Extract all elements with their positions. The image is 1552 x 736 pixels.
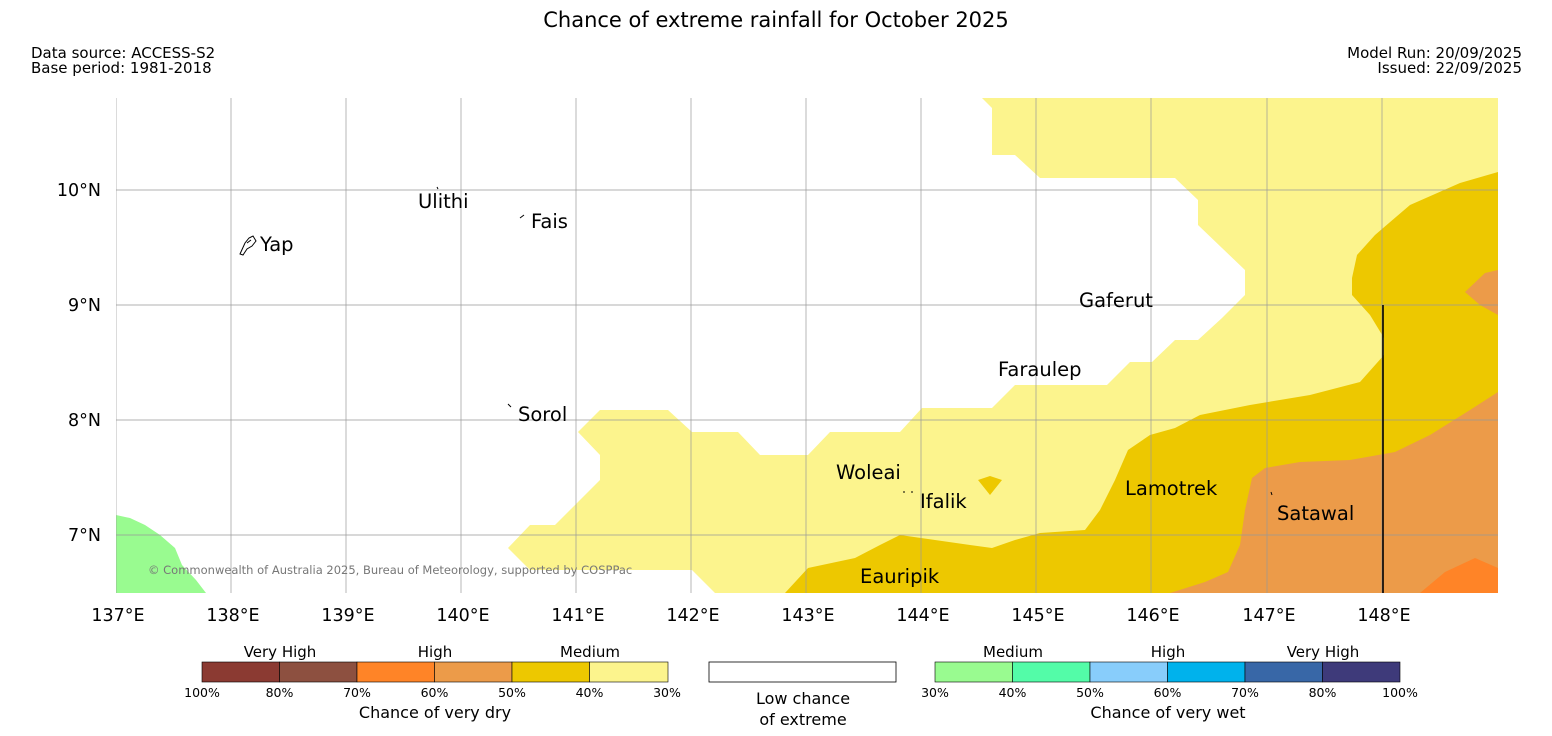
- dry-color-swatch-3: [356, 661, 435, 683]
- dry-color-swatch-4: [434, 661, 513, 683]
- place-label-ifalik: Ifalik: [920, 490, 967, 513]
- lon-label-143: 143°E: [781, 606, 834, 626]
- sorol-island-marker: [507, 403, 512, 408]
- lon-label-148: 148°E: [1357, 606, 1410, 626]
- dry-tick-100: 100%: [184, 685, 220, 700]
- place-label-eauripik: Eauripik: [860, 565, 940, 588]
- lon-label-146: 146°E: [1126, 606, 1179, 626]
- wet-tick-30: 30%: [921, 685, 949, 700]
- legend-wet: Medium High Very High 30% 40% 50% 60% 70…: [921, 643, 1418, 722]
- dry-tick-30: 30%: [653, 685, 681, 700]
- dry-tick-70: 70%: [343, 685, 371, 700]
- lon-label-144: 144°E: [896, 606, 949, 626]
- latitude-labels: 10°N 9°N 8°N 7°N: [57, 181, 101, 546]
- dry-color-swatch-1: [201, 661, 280, 683]
- place-label-sorol: Sorol: [518, 403, 567, 426]
- lat-label-7n: 7°N: [68, 526, 101, 546]
- run-info: Model Run: 20/09/2025 Issued: 22/09/2025: [1347, 46, 1522, 76]
- dry-tick-80: 80%: [266, 685, 294, 700]
- dry-category-very-high: Very High: [244, 643, 317, 661]
- lon-label-145: 145°E: [1011, 606, 1064, 626]
- map-title: Chance of extreme rainfall for October 2…: [543, 8, 1009, 32]
- wet-tick-70: 70%: [1231, 685, 1259, 700]
- dry-color-swatch-2: [279, 661, 358, 683]
- satawal-island-marker: [1270, 491, 1273, 496]
- wet-color-swatch-3: [1089, 661, 1168, 683]
- region-medium-wet: [116, 515, 206, 593]
- dry-tick-50: 50%: [498, 685, 526, 700]
- dry-category-high: High: [418, 643, 452, 661]
- lat-label-10n: 10°N: [57, 181, 101, 201]
- wet-tick-40: 40%: [999, 685, 1027, 700]
- lon-label-138: 138°E: [206, 606, 259, 626]
- dry-category-medium: Medium: [560, 643, 620, 661]
- base-period: Base period: 1981-2018: [31, 59, 212, 77]
- wet-tick-100: 100%: [1382, 685, 1418, 700]
- lat-label-9n: 9°N: [68, 296, 101, 316]
- region-darkorange-dry: [1420, 558, 1498, 593]
- longitude-labels: 137°E 138°E 139°E 140°E 141°E 142°E 143°…: [91, 606, 1410, 626]
- low-chance-swatch: [708, 661, 897, 683]
- place-label-faraulep: Faraulep: [998, 358, 1082, 381]
- dry-tick-60: 60%: [421, 685, 449, 700]
- source-info: Data source: ACCESS-S2 Base period: 1981…: [31, 46, 215, 76]
- region-orange-dry-patch: [1465, 270, 1498, 315]
- legend-dry: Very High High Medium 100% 80% 70% 60% 5…: [184, 643, 681, 722]
- place-label-gaferut: Gaferut: [1079, 289, 1153, 312]
- low-chance-line1: Low chance: [756, 689, 850, 708]
- wet-category-very-high: Very High: [1287, 643, 1360, 661]
- lat-label-8n: 8°N: [68, 411, 101, 431]
- lon-label-140: 140°E: [436, 606, 489, 626]
- lon-label-137: 137°E: [91, 606, 144, 626]
- wet-color-swatch-1: [934, 661, 1013, 683]
- lon-label-139: 139°E: [321, 606, 374, 626]
- model-run: Model Run: 20/09/2025: [1347, 44, 1522, 62]
- place-label-woleai: Woleai: [836, 461, 901, 484]
- dry-color-swatch-5: [511, 661, 590, 683]
- dry-tick-40: 40%: [576, 685, 604, 700]
- wet-tick-80: 80%: [1309, 685, 1337, 700]
- data-source: Data source: ACCESS-S2: [31, 44, 216, 62]
- region-orange-dry: [1170, 392, 1498, 593]
- lon-label-147: 147°E: [1242, 606, 1295, 626]
- island-markers: [239, 186, 1273, 496]
- ulithi-island-marker: [436, 186, 439, 190]
- wet-tick-50: 50%: [1076, 685, 1104, 700]
- grid-lines: [116, 98, 1498, 593]
- place-label-fais: Fais: [531, 210, 568, 233]
- map-area: © Commonwealth of Australia 2025, Bureau…: [116, 98, 1498, 593]
- issued-date: Issued: 22/09/2025: [1377, 59, 1522, 77]
- wet-category-medium: Medium: [983, 643, 1043, 661]
- dry-legend-label: Chance of very dry: [359, 703, 511, 722]
- wet-color-swatch-6: [1322, 661, 1401, 683]
- dry-color-swatch-6: [589, 661, 669, 683]
- place-labels: Yap Ulithi Fais Sorol Gaferut Faraulep W…: [259, 190, 1354, 588]
- lon-label-141: 141°E: [551, 606, 604, 626]
- place-label-satawal: Satawal: [1277, 502, 1354, 525]
- lon-label-142: 142°E: [666, 606, 719, 626]
- place-label-ulithi: Ulithi: [418, 190, 469, 213]
- wet-category-high: High: [1151, 643, 1185, 661]
- legend-low-chance: Low chance of extreme: [708, 661, 897, 729]
- fais-island-marker: [519, 214, 525, 219]
- place-label-lamotrek: Lamotrek: [1125, 477, 1218, 500]
- low-chance-line2: of extreme: [759, 710, 846, 729]
- wet-legend-label: Chance of very wet: [1090, 703, 1245, 722]
- wet-tick-60: 60%: [1154, 685, 1182, 700]
- yap-island-outline: [239, 235, 257, 256]
- place-label-yap: Yap: [259, 233, 294, 256]
- wet-color-swatch-4: [1167, 661, 1246, 683]
- wet-color-swatch-5: [1244, 661, 1323, 683]
- region-high-dry-patch: [978, 476, 1002, 495]
- copyright-text: © Commonwealth of Australia 2025, Bureau…: [148, 563, 632, 577]
- wet-color-swatch-2: [1012, 661, 1091, 683]
